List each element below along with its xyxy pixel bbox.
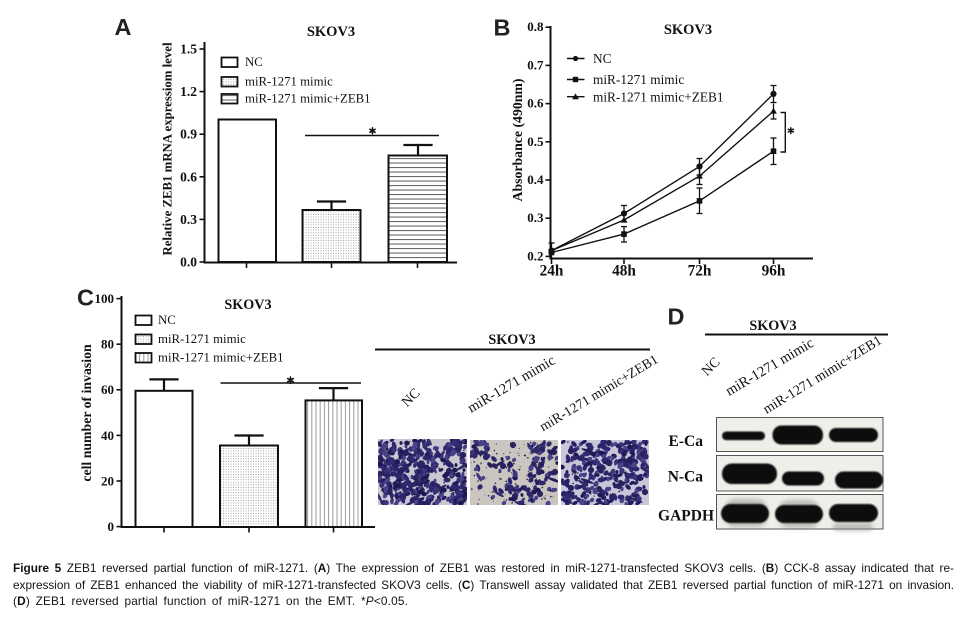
svg-text:0.2: 0.2 — [527, 248, 543, 263]
svg-text:A: A — [115, 14, 132, 40]
svg-text:SKOV3: SKOV3 — [664, 22, 712, 38]
svg-text:cell number of invasion: cell number of invasion — [79, 344, 94, 482]
svg-text:miR-1271 mimic+ZEB1: miR-1271 mimic+ZEB1 — [158, 351, 284, 365]
svg-text:0.3: 0.3 — [180, 212, 197, 227]
svg-text:0: 0 — [108, 519, 115, 534]
svg-text:miR-1271 mimic+ZEB1: miR-1271 mimic+ZEB1 — [761, 333, 885, 417]
svg-text:SKOV3: SKOV3 — [224, 297, 271, 313]
svg-text:miR-1271 mimic: miR-1271 mimic — [465, 353, 558, 417]
svg-text:24h: 24h — [540, 263, 564, 280]
svg-text:0.0: 0.0 — [180, 255, 197, 270]
svg-text:miR-1271 mimic+ZEB1: miR-1271 mimic+ZEB1 — [245, 92, 371, 106]
svg-text:N-Ca: N-Ca — [668, 469, 704, 486]
svg-text:D: D — [668, 304, 685, 330]
svg-text:GAPDH: GAPDH — [658, 508, 714, 525]
svg-text:40: 40 — [101, 428, 114, 443]
svg-text:NC: NC — [399, 386, 423, 410]
svg-text:NC: NC — [699, 355, 723, 379]
svg-text:C: C — [77, 284, 94, 310]
svg-text:miR-1271 mimic: miR-1271 mimic — [245, 75, 333, 89]
svg-text:miR-1271 mimic: miR-1271 mimic — [158, 332, 246, 346]
svg-text:Relative ZEB1 mRNA expressiom: Relative ZEB1 mRNA expressiom level — [161, 42, 175, 255]
svg-text:NC: NC — [245, 55, 263, 69]
svg-text:miR-1271 mimic+ZEB1: miR-1271 mimic+ZEB1 — [593, 89, 724, 104]
svg-text:0.3: 0.3 — [527, 210, 544, 225]
svg-text:0.4: 0.4 — [527, 172, 544, 187]
svg-text:0.9: 0.9 — [180, 127, 197, 142]
svg-text:0.7: 0.7 — [527, 57, 544, 72]
svg-text:48h: 48h — [612, 263, 636, 280]
svg-text:0.6: 0.6 — [527, 96, 544, 111]
svg-text:72h: 72h — [688, 263, 712, 280]
svg-text:NC: NC — [158, 313, 176, 327]
svg-text:SKOV3: SKOV3 — [488, 332, 535, 348]
svg-text:SKOV3: SKOV3 — [749, 318, 796, 334]
svg-text:0.8: 0.8 — [527, 19, 544, 34]
svg-text:60: 60 — [101, 382, 114, 397]
svg-text:B: B — [494, 14, 511, 40]
svg-text:80: 80 — [101, 337, 114, 352]
svg-text:20: 20 — [101, 473, 114, 488]
svg-text:0.6: 0.6 — [180, 169, 197, 184]
svg-text:1.5: 1.5 — [180, 42, 197, 57]
svg-text:0.5: 0.5 — [527, 134, 544, 149]
svg-text:SKOV3: SKOV3 — [307, 24, 355, 40]
svg-text:1.2: 1.2 — [180, 84, 197, 99]
svg-text:miR-1271 mimic: miR-1271 mimic — [593, 72, 684, 87]
svg-text:NC: NC — [593, 51, 612, 66]
svg-text:Absorbance (490nm): Absorbance (490nm) — [510, 78, 526, 201]
svg-text:E-Ca: E-Ca — [669, 433, 704, 450]
svg-text:100: 100 — [95, 291, 115, 306]
svg-text:96h: 96h — [762, 263, 786, 280]
